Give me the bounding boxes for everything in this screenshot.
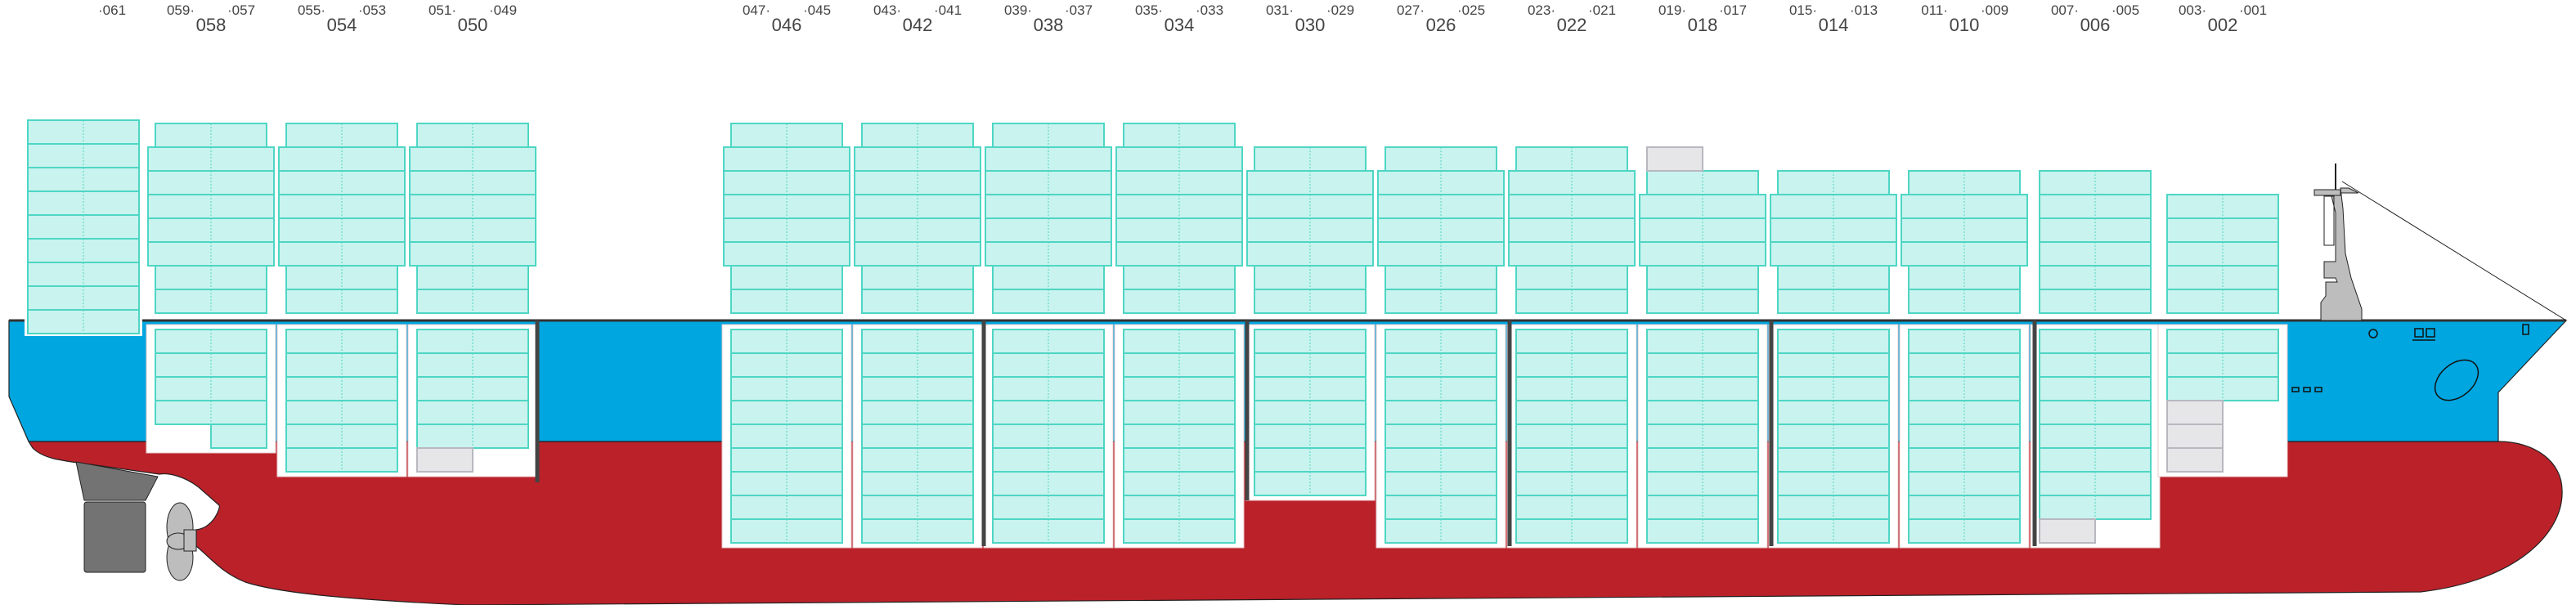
- empty-slot: [416, 447, 473, 473]
- row-label-left: 031·: [1266, 2, 1294, 18]
- row-label-right: ·017: [1719, 2, 1747, 18]
- row-label-left: 039·: [1004, 2, 1032, 18]
- empty-slot: [1646, 146, 1703, 172]
- row-label-left: 023·: [1528, 2, 1555, 18]
- row-label-right: ·021: [1588, 2, 1616, 18]
- row-label-right: ·029: [1326, 2, 1354, 18]
- bow-markings: [2291, 324, 2529, 401]
- row-label-right: ·009: [1981, 2, 2008, 18]
- row-label-right: ·045: [803, 2, 831, 18]
- empty-slot: [2166, 400, 2224, 425]
- bay-label: 050: [458, 15, 488, 35]
- bay-label: 018: [1688, 15, 1718, 35]
- row-label-right: ·037: [1065, 2, 1093, 18]
- bay-label: 010: [1950, 15, 1980, 35]
- row-label-right: ·005: [2112, 2, 2139, 18]
- bay-label: 002: [2208, 15, 2238, 35]
- row-label-right: ·061: [98, 2, 126, 18]
- anchor-icon: [2434, 359, 2480, 401]
- row-label-left: 003·: [2179, 2, 2206, 18]
- row-label-left: 055·: [298, 2, 325, 18]
- rudder-blade-icon: [83, 501, 146, 573]
- row-label-left: 007·: [2051, 2, 2079, 18]
- bay-014: [1770, 170, 1897, 544]
- row-label-left: 047·: [743, 2, 770, 18]
- bay-label: 034: [1165, 15, 1195, 35]
- row-label-right: ·057: [227, 2, 255, 18]
- bay-label: 046: [772, 15, 802, 35]
- bay-label: 026: [1426, 15, 1456, 35]
- row-label-left: 019·: [1658, 2, 1686, 18]
- forestay-line: [2341, 181, 2567, 321]
- bay-label: 030: [1295, 15, 1326, 35]
- bay-label: 038: [1034, 15, 1064, 35]
- bay-018: [1639, 146, 1766, 544]
- bay-038: [985, 123, 1112, 544]
- row-label-left: 015·: [1789, 2, 1817, 18]
- bay-006: [2039, 170, 2152, 544]
- bay-058: [147, 123, 275, 449]
- bay-054: [278, 123, 406, 473]
- bay-050: [409, 123, 536, 473]
- row-label-right: ·013: [1850, 2, 1878, 18]
- bay-026: [1377, 146, 1505, 544]
- bay-label: 006: [2080, 15, 2111, 35]
- bay-label: 058: [196, 15, 227, 35]
- rudder-stock-icon: [75, 461, 159, 501]
- container-stacks: [25, 118, 2279, 544]
- row-label-left: 027·: [1397, 2, 1425, 18]
- bay-046: [723, 123, 850, 544]
- foremast-icon: [2313, 164, 2567, 321]
- bay-042: [854, 123, 981, 544]
- bay-label: 022: [1557, 15, 1587, 35]
- bay-label: 014: [1819, 15, 1849, 35]
- row-label-right: ·041: [934, 2, 962, 18]
- row-label-right: ·033: [1196, 2, 1223, 18]
- row-label-left: 011·: [1921, 2, 1948, 18]
- row-label-right: ·049: [489, 2, 517, 18]
- row-label-right: ·001: [2239, 2, 2267, 18]
- container-slot: [210, 424, 267, 449]
- bay-002: [2166, 194, 2279, 473]
- row-label-left: 035·: [1135, 2, 1163, 18]
- empty-slot: [2166, 424, 2224, 449]
- row-label-right: ·025: [1457, 2, 1485, 18]
- row-label-left: 051·: [429, 2, 456, 18]
- propeller-icon: [166, 502, 197, 581]
- row-label-left: 059·: [167, 2, 195, 18]
- bay-022: [1508, 146, 1636, 544]
- bay-030: [1246, 146, 1374, 496]
- row-label-right: ·053: [358, 2, 386, 18]
- rudder: [75, 461, 159, 573]
- bay-034: [1115, 123, 1243, 544]
- bay-label: 042: [903, 15, 933, 35]
- empty-slot: [2039, 518, 2096, 544]
- bay-010: [1901, 170, 2028, 544]
- bay-061: [25, 118, 142, 336]
- bulkheads: [535, 320, 2037, 546]
- row-label-left: 043·: [873, 2, 901, 18]
- empty-slot: [2166, 447, 2224, 473]
- bay-label: 054: [327, 15, 357, 35]
